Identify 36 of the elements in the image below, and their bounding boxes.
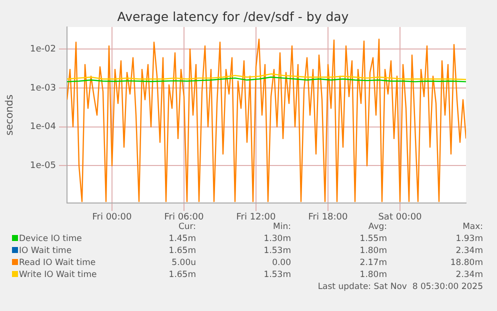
y-tick-label: 1e-05 [30, 161, 56, 172]
y-tick-label: 1e-03 [30, 83, 56, 94]
text: 1.53m [262, 245, 291, 257]
text: 2.34m [454, 269, 483, 281]
y-tick-label: 1e-02 [30, 44, 56, 54]
x-tick-label: Fri 00:00 [92, 212, 132, 223]
text: 1.65m [168, 245, 196, 257]
text: 1.93m [454, 233, 483, 245]
text: 1.55m [358, 233, 387, 245]
text: Min: [272, 221, 291, 233]
legend-label: Read IO Wait time [18, 257, 97, 269]
x-tick-label: Fri 06:00 [164, 212, 204, 223]
text: Avg: [367, 221, 387, 233]
text: 2.34m [454, 245, 483, 257]
text: 1.80m [358, 269, 387, 281]
text: 18.80m [449, 257, 483, 269]
text: 1.45m [168, 233, 196, 245]
x-tick-label: Sat 00:00 [378, 212, 422, 223]
text: 5.00u [170, 257, 196, 269]
y-tick-label: 1e-04 [30, 122, 56, 132]
text: 1.65m [168, 269, 196, 281]
x-tick-label: Fri 18:00 [308, 212, 348, 223]
legend-label: IO Wait time [18, 245, 73, 257]
y-axis-title: seconds [4, 94, 16, 136]
text: Cur: [177, 221, 196, 233]
legend-label: Write IO Wait time [18, 269, 98, 281]
text: Last update: Sat Nov 8 05:30:00 2025 [318, 282, 483, 292]
legend-label: Device IO time [18, 233, 83, 245]
chart-title: Average latency for /dev/sdf - by day [117, 8, 350, 24]
text: 1.30m [262, 233, 291, 245]
text: 0.00 [271, 257, 291, 269]
text: 1.53m [262, 269, 291, 281]
x-tick-label: Fri 12:00 [236, 212, 276, 223]
text: 1.80m [358, 245, 387, 257]
text: 2.17m [358, 257, 387, 269]
text: Max: [462, 221, 483, 233]
